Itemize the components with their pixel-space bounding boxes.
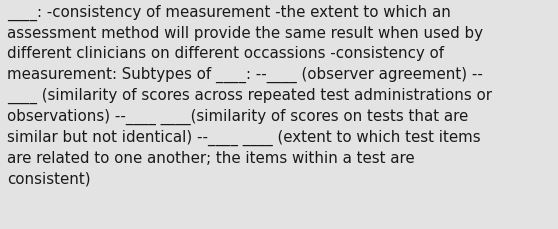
Text: ____: -consistency of measurement -the extent to which an
assessment method will: ____: -consistency of measurement -the e… [7, 5, 492, 185]
